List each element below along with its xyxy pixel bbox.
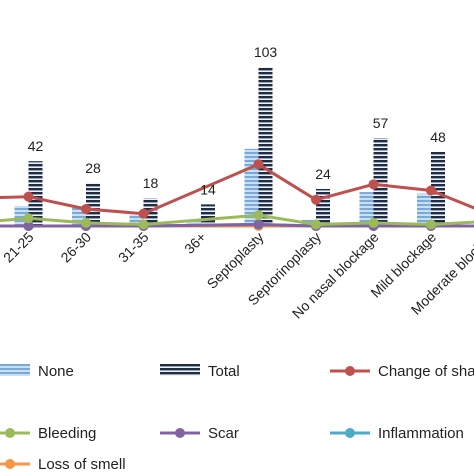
point-bleeding-5 — [311, 219, 321, 230]
legend-item-inflammation: Inflammation — [330, 425, 464, 442]
legend-item-total: Total — [160, 363, 240, 380]
point-change-of-sha-6 — [368, 179, 379, 190]
data-label-21-25: 42 — [28, 138, 44, 154]
point-scar-1 — [23, 221, 34, 231]
data-label-36: 14 — [200, 181, 216, 197]
data-label-septorinoplasty: 24 — [315, 166, 331, 182]
point-bleeding-4 — [253, 210, 264, 221]
point-change-of-sha-3 — [138, 208, 149, 219]
legend-item-change-of-sha: Change of sha… — [330, 363, 474, 380]
point-change-of-sha-5 — [311, 194, 321, 205]
bar-total-26-30 — [86, 182, 100, 226]
legend-label-none: None — [38, 363, 74, 380]
legend-label-loss-of-smell: Loss of smell — [38, 456, 126, 473]
line-bleeding — [0, 213, 474, 226]
bar-total-mild-blockage — [431, 151, 445, 226]
line-change-of-sha — [0, 162, 474, 216]
bar-none-no-nasal-blockage — [359, 192, 374, 226]
legend-marker-inflammation — [345, 428, 355, 438]
legend-label-total: Total — [208, 363, 240, 380]
point-scar-4 — [253, 219, 264, 230]
legend-marker-change-of-sha — [345, 366, 355, 376]
x-tick-21-25: 21-25 — [0, 229, 37, 266]
bar-total-21-25 — [28, 161, 43, 226]
legend-item-loss-of-smell: Loss of smell — [0, 456, 126, 473]
point-change-of-sha-2 — [81, 204, 91, 215]
data-label-26-30: 28 — [85, 160, 101, 176]
point-bleeding-1 — [23, 213, 34, 224]
point-bleeding-2 — [81, 217, 91, 228]
x-tick-septoplasty: Septoplasty — [204, 229, 267, 292]
x-tick-36: 36+ — [181, 229, 209, 257]
data-label-no-nasal-blockage: 57 — [373, 115, 389, 131]
legend-label-scar: Scar — [208, 425, 239, 442]
x-tick-26-30: 26-30 — [57, 229, 94, 266]
legend-marker-bleeding — [5, 428, 15, 438]
point-bleeding-3 — [138, 219, 149, 230]
legend-label-bleeding: Bleeding — [38, 425, 96, 442]
legend-item-none: None — [0, 363, 74, 380]
bar-none-31-35 — [129, 215, 144, 226]
bar-total-36 — [201, 204, 215, 226]
point-change-of-sha-4 — [253, 159, 264, 170]
bar-total-septoplasty — [258, 67, 273, 226]
point-change-of-sha-7 — [426, 185, 436, 196]
data-label-31-35: 18 — [143, 175, 159, 191]
bar-none-36 — [187, 219, 201, 226]
legend-label-change-of-sha: Change of sha… — [378, 363, 474, 380]
data-label-mild-blockage: 48 — [430, 129, 446, 145]
legend-marker-scar — [175, 428, 185, 438]
point-change-of-sha-1 — [23, 191, 34, 202]
point-bleeding-6 — [368, 217, 379, 228]
data-label-septoplasty: 103 — [254, 44, 278, 60]
legend-swatch-total — [160, 364, 200, 376]
legend-swatch-none — [0, 364, 30, 376]
point-bleeding-7 — [426, 219, 436, 230]
legend-label-inflammation: Inflammation — [378, 425, 464, 442]
legend-item-bleeding: Bleeding — [0, 425, 96, 442]
bar-none-mild-blockage — [417, 193, 431, 226]
legend-marker-loss-of-smell — [5, 459, 15, 469]
x-tick-31-35: 31-35 — [115, 229, 152, 266]
legend-item-scar: Scar — [160, 425, 239, 442]
bar-total-no-nasal-blockage — [373, 138, 388, 226]
